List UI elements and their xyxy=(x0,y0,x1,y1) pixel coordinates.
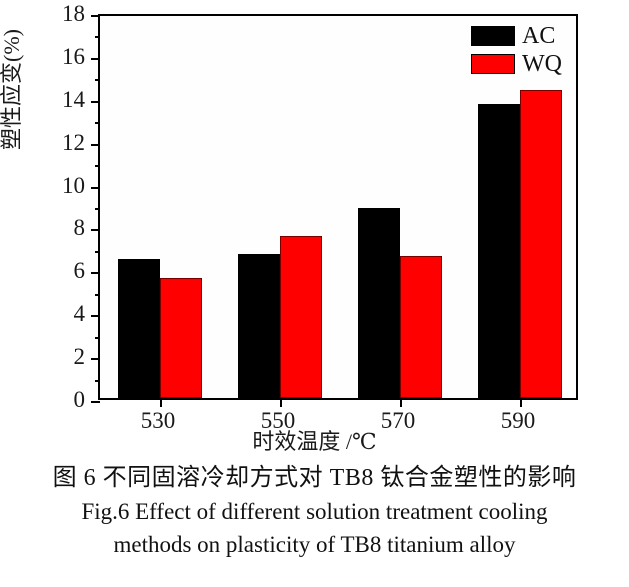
bar-ac-570 xyxy=(358,208,400,398)
y-tick-major xyxy=(91,57,100,60)
y-tick-minor xyxy=(95,208,100,210)
x-tick xyxy=(520,398,522,407)
legend-item-wq: WQ xyxy=(471,52,562,76)
y-tick-major xyxy=(91,315,100,318)
x-tick xyxy=(280,398,282,407)
legend-item-ac: AC xyxy=(471,24,562,48)
y-tick-minor xyxy=(95,293,100,296)
y-tick-label: 2 xyxy=(73,344,86,370)
y-tick-label: 6 xyxy=(73,258,86,284)
y-tick-minor xyxy=(95,165,100,168)
x-tick-label: 530 xyxy=(140,408,176,433)
bar-wq-570 xyxy=(400,256,442,398)
bar-wq-550 xyxy=(280,236,322,398)
y-tick-label: 8 xyxy=(73,215,86,241)
caption-chinese: 图 6 不同固溶冷却方式对 TB8 钛合金塑性的影响 xyxy=(52,465,577,491)
legend: AC WQ xyxy=(471,24,562,76)
x-tick xyxy=(400,398,402,407)
x-tick-label: 590 xyxy=(500,408,536,433)
y-tick-major xyxy=(91,100,100,103)
y-tick-label: 0 xyxy=(73,387,86,412)
plot-area: AC WQ xyxy=(91,14,578,407)
caption-english-line2: methods on plasticity of TB8 titanium al… xyxy=(113,532,516,557)
legend-label-ac: AC xyxy=(522,23,556,49)
y-tick-major xyxy=(91,15,100,17)
y-tick-minor xyxy=(95,336,100,339)
y-tick-minor xyxy=(95,122,100,125)
y-tick-minor xyxy=(95,379,100,382)
y-tick-label: 12 xyxy=(62,129,85,155)
y-tick-label: 10 xyxy=(62,172,85,198)
chart-figure: 0 2 4 6 8 10 12 14 16 18 塑性应变(%) AC WQ 530 550 570 5… xyxy=(0,1,578,454)
figure-caption: 图 6 不同固溶冷却方式对 TB8 钛合金塑性的影响 Fig.6 Effect … xyxy=(0,462,629,561)
x-axis-title: 时效温度 /℃ xyxy=(252,429,377,454)
y-tick-major xyxy=(91,401,100,403)
legend-label-wq: WQ xyxy=(522,51,562,77)
y-tick-major xyxy=(91,186,100,189)
y-tick-minor xyxy=(95,250,100,253)
y-tick-label: 4 xyxy=(73,301,86,327)
x-tick-label: 550 xyxy=(260,408,296,433)
y-axis-title: 塑性应变(%) xyxy=(0,29,24,150)
bar-wq-590 xyxy=(520,90,562,398)
bar-ac-550 xyxy=(238,254,280,398)
x-tick-label: 570 xyxy=(380,408,416,433)
y-tick-major xyxy=(91,143,100,146)
bar-ac-590 xyxy=(478,104,520,398)
y-tick-label: 14 xyxy=(62,86,85,112)
legend-swatch-ac-icon xyxy=(471,26,516,46)
bar-ac-530 xyxy=(118,258,160,398)
y-tick-major xyxy=(91,229,100,232)
y-tick-minor xyxy=(95,79,100,82)
bar-wq-530 xyxy=(160,277,202,398)
bar-series-container xyxy=(100,16,576,398)
legend-swatch-wq-icon xyxy=(471,54,516,74)
y-tick-label: 16 xyxy=(62,43,85,69)
y-tick-major xyxy=(91,358,100,361)
x-tick xyxy=(160,398,162,407)
y-tick-minor xyxy=(95,36,100,39)
y-tick-major xyxy=(91,272,100,275)
caption-english-line1: Fig.6 Effect of different solution treat… xyxy=(81,499,548,524)
y-tick-label: 18 xyxy=(62,1,85,26)
